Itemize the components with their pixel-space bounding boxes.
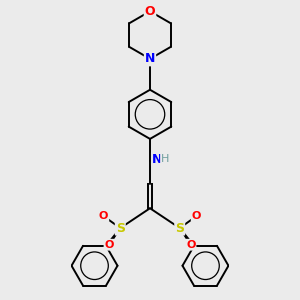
Text: S: S <box>175 222 184 235</box>
Text: H: H <box>161 154 169 164</box>
Text: N: N <box>152 153 162 166</box>
Text: O: O <box>186 240 196 250</box>
Text: O: O <box>192 211 201 221</box>
Text: O: O <box>104 240 114 250</box>
Text: S: S <box>116 222 125 235</box>
Text: O: O <box>145 5 155 18</box>
Text: O: O <box>99 211 108 221</box>
Text: N: N <box>145 52 155 65</box>
